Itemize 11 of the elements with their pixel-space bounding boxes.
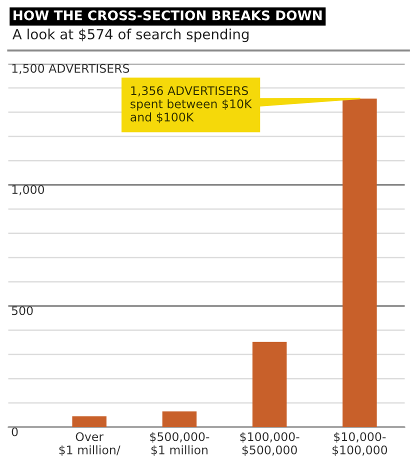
x-tick-label: Over $1 million/	[59, 432, 120, 456]
y-tick-label: 0	[12, 427, 18, 436]
y-tick-label: 500	[12, 306, 33, 316]
y-tick-label: 1,500 ADVERTISERS	[12, 64, 130, 74]
x-tick-label: $500,000- $1 million	[150, 432, 210, 456]
y-tick-label: 1,000	[12, 185, 44, 196]
x-tick-label: $100,000- $500,000	[240, 432, 300, 456]
x-tick-label: $10,000- $100,000	[332, 432, 388, 456]
annotation: 1,356 ADVERTISERS spent between $10K and $100K	[130, 86, 252, 124]
chart-subtitle: A look at $574 of search spending	[12, 28, 249, 42]
chart-title: HOW THE CROSS-SECTION BREAKS DOWN	[14, 10, 322, 20]
